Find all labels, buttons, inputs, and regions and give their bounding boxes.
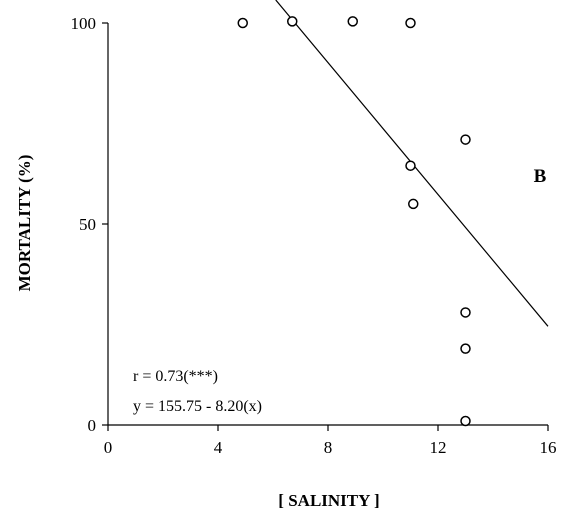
x-tick-label: 0 [104, 438, 113, 457]
y-axis-label: MORTALITY (%) [15, 155, 34, 292]
axes [107, 23, 548, 426]
data-point [408, 198, 419, 210]
data-point [460, 415, 471, 427]
correlation-annotation: r = 0.73(***) [133, 368, 218, 385]
data-point [405, 17, 416, 29]
data-point [287, 16, 298, 27]
y-tick-label: 100 [71, 14, 97, 33]
data-point [460, 343, 471, 354]
data-point [460, 134, 471, 145]
panel-label: B [534, 166, 547, 187]
data-point [237, 17, 248, 29]
x-tick-label: 4 [214, 438, 223, 457]
x-tick-label: 12 [430, 438, 447, 457]
data-point [347, 16, 358, 27]
data-point [460, 307, 471, 318]
y-ticks: 0 50 100 [71, 14, 108, 435]
y-tick-label: 50 [79, 215, 96, 234]
data-points [237, 16, 471, 427]
x-ticks: 0 4 8 12 16 [104, 425, 557, 457]
y-tick-label: 0 [88, 416, 97, 435]
regression-equation-annotation: y = 155.75 - 8.20(x) [133, 398, 262, 415]
x-tick-label: 8 [324, 438, 333, 457]
data-point [405, 160, 416, 171]
x-tick-label: 16 [540, 438, 557, 457]
x-axis-label: [ SALINITY ] [278, 491, 379, 510]
